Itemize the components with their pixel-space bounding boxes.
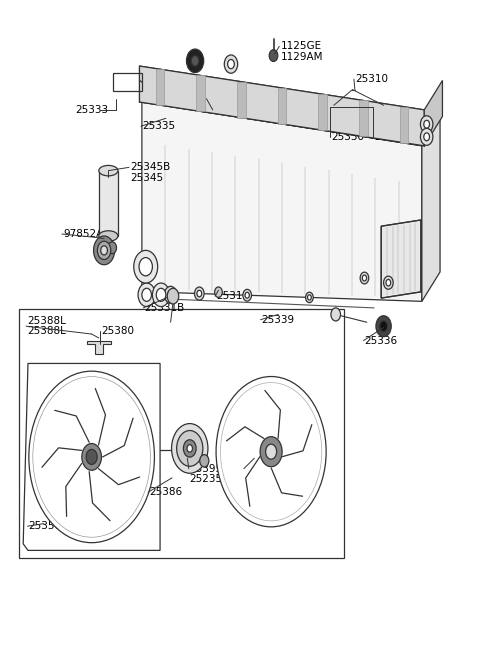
- Text: 25350: 25350: [28, 521, 61, 531]
- Circle shape: [186, 49, 204, 73]
- Circle shape: [191, 56, 199, 66]
- Circle shape: [420, 116, 433, 133]
- Circle shape: [306, 292, 313, 303]
- Text: 25345: 25345: [130, 173, 163, 183]
- Circle shape: [376, 316, 391, 337]
- Circle shape: [108, 242, 117, 253]
- Ellipse shape: [29, 371, 155, 543]
- Circle shape: [153, 283, 169, 307]
- Polygon shape: [359, 100, 368, 136]
- Circle shape: [171, 424, 208, 474]
- Circle shape: [243, 290, 252, 301]
- Text: 25395: 25395: [190, 464, 223, 474]
- Circle shape: [183, 440, 196, 457]
- Circle shape: [265, 444, 276, 459]
- Circle shape: [94, 236, 115, 265]
- Polygon shape: [142, 102, 422, 301]
- Circle shape: [331, 308, 340, 321]
- Circle shape: [260, 437, 282, 467]
- Text: 25318: 25318: [216, 291, 249, 301]
- Text: 25339: 25339: [262, 314, 295, 325]
- Polygon shape: [156, 69, 164, 105]
- Circle shape: [380, 321, 387, 331]
- Circle shape: [420, 128, 433, 145]
- Circle shape: [216, 377, 326, 527]
- Circle shape: [224, 55, 238, 73]
- Text: 25336: 25336: [364, 335, 397, 346]
- Text: 97852A: 97852A: [63, 229, 103, 239]
- Circle shape: [360, 272, 369, 284]
- Polygon shape: [422, 117, 440, 301]
- Text: 1334CA: 1334CA: [214, 105, 255, 115]
- Text: 25388L: 25388L: [27, 326, 66, 336]
- Text: 1125GE: 1125GE: [281, 41, 322, 52]
- Bar: [113, 73, 142, 91]
- Polygon shape: [381, 220, 421, 298]
- Circle shape: [82, 443, 101, 470]
- Text: 25333: 25333: [75, 105, 108, 115]
- Polygon shape: [237, 82, 245, 118]
- Text: 25380: 25380: [101, 326, 134, 336]
- Polygon shape: [318, 94, 327, 130]
- Text: 25388L: 25388L: [27, 316, 66, 326]
- Circle shape: [424, 133, 430, 141]
- Circle shape: [97, 241, 111, 259]
- Polygon shape: [400, 107, 408, 143]
- Text: 25345B: 25345B: [130, 162, 170, 172]
- Circle shape: [167, 288, 179, 304]
- Circle shape: [197, 290, 202, 297]
- Ellipse shape: [99, 166, 118, 176]
- Circle shape: [386, 280, 391, 286]
- Text: 25231: 25231: [245, 464, 278, 474]
- Circle shape: [384, 276, 393, 290]
- Text: 25335: 25335: [142, 121, 175, 131]
- Circle shape: [86, 449, 97, 464]
- Polygon shape: [142, 73, 440, 146]
- Circle shape: [101, 246, 108, 255]
- Circle shape: [215, 287, 222, 297]
- Circle shape: [194, 287, 204, 300]
- Circle shape: [134, 250, 157, 283]
- Circle shape: [228, 60, 234, 69]
- Text: 25318: 25318: [374, 132, 407, 141]
- Circle shape: [424, 121, 430, 128]
- Ellipse shape: [99, 231, 118, 241]
- Polygon shape: [196, 75, 205, 111]
- Bar: [19, 309, 344, 557]
- Text: 25330: 25330: [331, 132, 364, 141]
- Circle shape: [139, 257, 153, 276]
- Polygon shape: [140, 66, 424, 146]
- Text: 1129AM: 1129AM: [281, 52, 323, 62]
- Polygon shape: [277, 88, 286, 124]
- Circle shape: [362, 275, 367, 281]
- Circle shape: [308, 295, 312, 300]
- Circle shape: [177, 430, 203, 466]
- Circle shape: [142, 288, 152, 301]
- Text: 25331B: 25331B: [144, 303, 184, 313]
- Circle shape: [200, 455, 209, 467]
- Circle shape: [269, 50, 278, 62]
- Text: 25310: 25310: [355, 74, 388, 84]
- Circle shape: [156, 288, 166, 301]
- Text: 25386: 25386: [149, 487, 182, 497]
- Circle shape: [164, 286, 177, 303]
- Text: 25235: 25235: [190, 474, 223, 484]
- Polygon shape: [424, 81, 443, 146]
- Circle shape: [187, 445, 192, 452]
- Circle shape: [168, 291, 174, 299]
- Circle shape: [138, 283, 156, 307]
- Polygon shape: [87, 341, 111, 354]
- Bar: [99, 171, 118, 236]
- Circle shape: [245, 292, 249, 298]
